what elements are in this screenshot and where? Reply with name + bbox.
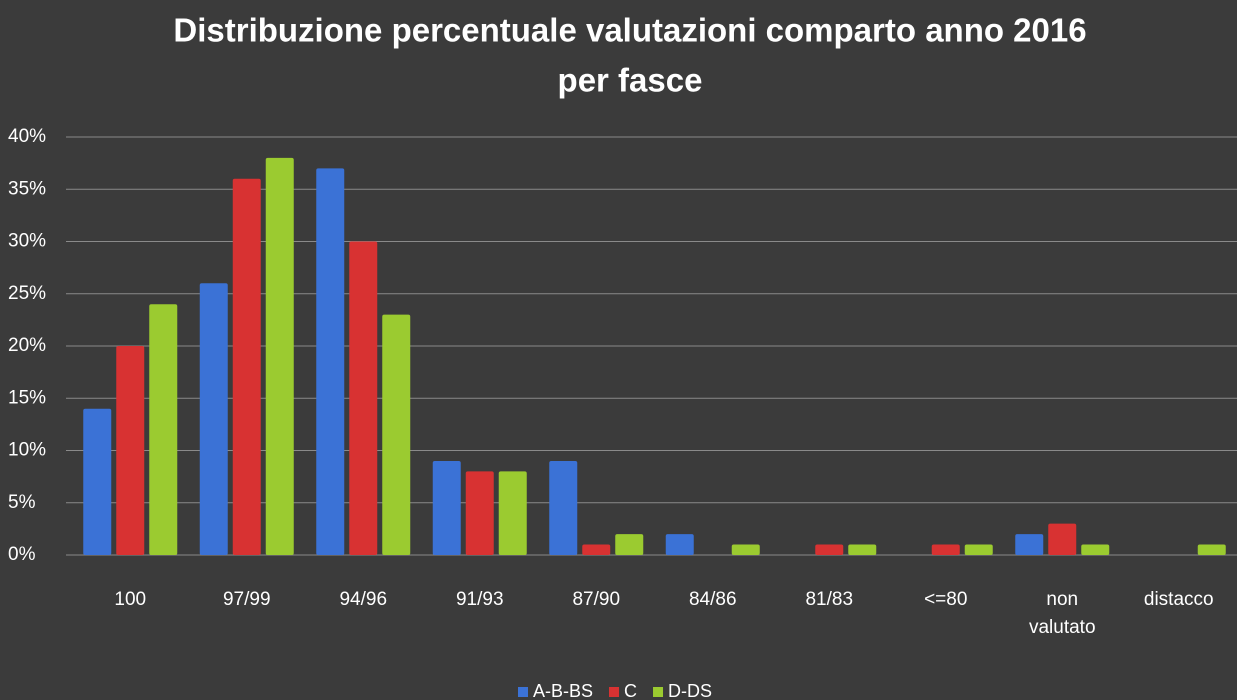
x-tick-label: 94/96 <box>339 589 388 610</box>
x-tick-label: 87/90 <box>572 589 621 610</box>
y-tick-label: 40% <box>8 126 46 147</box>
x-tick-label: 91/93 <box>455 589 504 610</box>
y-tick-label: 10% <box>8 440 46 461</box>
y-tick-label: 35% <box>8 178 46 199</box>
x-tick-label: non valutato <box>1028 589 1096 638</box>
bar <box>964 544 993 555</box>
legend-swatch <box>653 687 664 697</box>
bar <box>815 544 844 555</box>
y-tick-label: 0% <box>8 544 36 565</box>
bar <box>665 534 694 555</box>
bar <box>848 544 877 555</box>
legend-swatch <box>609 687 620 697</box>
x-tick-label: 84/86 <box>688 589 737 610</box>
y-tick-label: 15% <box>8 387 46 408</box>
x-tick-label: 97/99 <box>222 589 271 610</box>
y-tick-label: 20% <box>8 335 46 356</box>
bar <box>582 544 611 555</box>
bar <box>316 168 345 555</box>
bar <box>1197 544 1226 555</box>
x-tick-label: 81/83 <box>805 589 854 610</box>
bar <box>465 471 494 555</box>
bar <box>1048 523 1077 555</box>
bar <box>83 408 112 555</box>
y-tick-label: 25% <box>8 283 46 304</box>
bar <box>498 471 527 555</box>
x-tick-label: <=80 <box>924 589 968 610</box>
chart-title: Distribuzione percentuale valutazioni co… <box>173 12 1086 49</box>
bar <box>432 460 461 555</box>
bar <box>232 178 261 556</box>
bar <box>265 157 294 555</box>
bar <box>116 346 145 555</box>
bar <box>382 314 411 555</box>
chart-title: per fasce <box>558 62 703 99</box>
bar <box>731 544 760 555</box>
y-tick-label: 30% <box>8 231 46 252</box>
legend-swatch <box>518 687 528 697</box>
bar <box>349 241 378 555</box>
bar <box>199 283 228 555</box>
bar <box>615 534 644 555</box>
x-tick-label: 100 <box>114 589 147 610</box>
bar <box>1015 534 1044 555</box>
legend-label: D-DS <box>668 681 712 700</box>
bar <box>149 304 178 555</box>
bar <box>1081 544 1110 555</box>
y-tick-label: 5% <box>8 492 36 513</box>
legend-label: C <box>624 681 637 700</box>
bar <box>549 460 578 555</box>
x-tick-label: distacco <box>1143 589 1214 610</box>
bar <box>931 544 960 555</box>
legend-label: A-B-BS <box>533 681 593 700</box>
